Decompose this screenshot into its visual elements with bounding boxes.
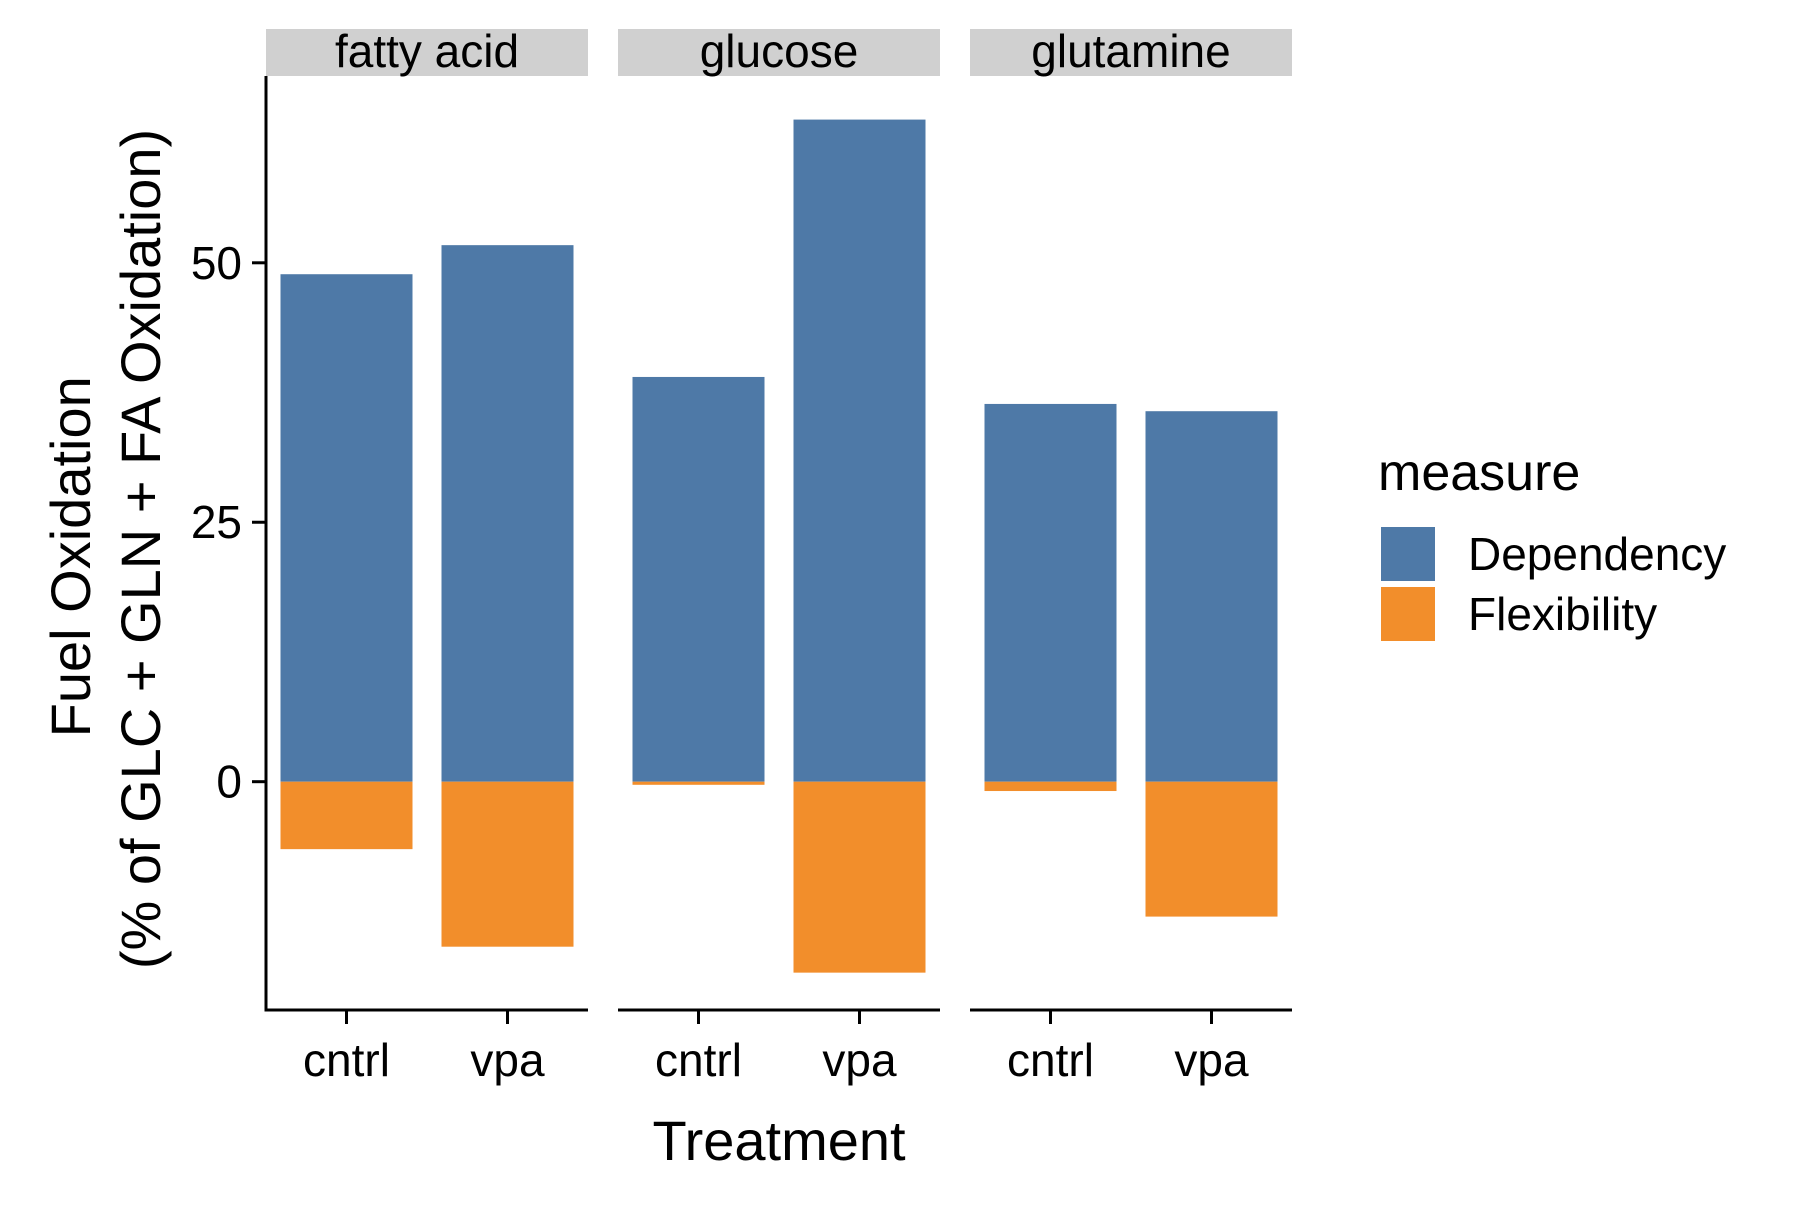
bar-glutamine-cntrl-flexibility xyxy=(984,781,1117,792)
legend: measure Dependency Flexibility xyxy=(1378,444,1726,641)
facet-strip xyxy=(266,29,588,76)
bar-glutamine-vpa-flexibility xyxy=(1145,781,1278,917)
y-tick-label: 50 xyxy=(191,237,242,289)
y-axis-title: Fuel Oxidation (% of GLC + GLN + FA Oxid… xyxy=(39,129,172,969)
facet-glutamine: glutamine cntrl vpa xyxy=(970,25,1292,1086)
y-tick-label: 0 xyxy=(216,756,242,808)
bar-fatty-acid-cntrl-flexibility xyxy=(280,781,413,850)
x-tick-label: cntrl xyxy=(303,1034,390,1086)
legend-items: Dependency Flexibility xyxy=(1381,527,1726,641)
bar-glucose-vpa-flexibility xyxy=(793,781,926,973)
y-tick-label: 25 xyxy=(191,496,242,548)
facet-strip xyxy=(618,29,940,76)
legend-label: Dependency xyxy=(1468,528,1726,580)
y-axis: 0 25 50 xyxy=(191,76,268,1012)
legend-swatch xyxy=(1381,527,1435,581)
facet-strip-label: glucose xyxy=(700,25,859,77)
bar-fatty-acid-vpa-flexibility xyxy=(441,781,574,947)
bar-glucose-cntrl-flexibility xyxy=(632,781,765,785)
x-axis-title: Treatment xyxy=(652,1109,906,1172)
bar-glucose-cntrl-dependency xyxy=(632,376,765,782)
legend-swatch xyxy=(1381,587,1435,641)
x-tick-label: vpa xyxy=(470,1034,545,1086)
facet-strip xyxy=(970,29,1292,76)
x-tick-label: vpa xyxy=(822,1034,897,1086)
y-axis-title-line-1: Fuel Oxidation xyxy=(39,376,102,737)
legend-label: Flexibility xyxy=(1468,588,1657,640)
bar-glucose-vpa-dependency xyxy=(793,119,926,782)
legend-item-flexibility: Flexibility xyxy=(1381,587,1657,641)
bar-glutamine-vpa-dependency xyxy=(1145,411,1278,782)
legend-item-dependency: Dependency xyxy=(1381,527,1726,581)
x-tick-label: cntrl xyxy=(655,1034,742,1086)
legend-title: measure xyxy=(1378,444,1580,502)
facet-fatty-acid: fatty acid cntrl vpa xyxy=(266,25,588,1086)
y-axis-title-line-2: (% of GLC + GLN + FA Oxidation) xyxy=(109,129,172,969)
bar-fatty-acid-cntrl-dependency xyxy=(280,274,413,782)
x-tick-label: cntrl xyxy=(1007,1034,1094,1086)
facet-strip-label: fatty acid xyxy=(335,25,519,77)
bar-glutamine-cntrl-dependency xyxy=(984,403,1117,782)
facet-strip-label: glutamine xyxy=(1031,25,1230,77)
x-tick-label: vpa xyxy=(1174,1034,1249,1086)
facet-glucose: glucose cntrl vpa xyxy=(618,25,940,1086)
bar-fatty-acid-vpa-dependency xyxy=(441,245,574,782)
